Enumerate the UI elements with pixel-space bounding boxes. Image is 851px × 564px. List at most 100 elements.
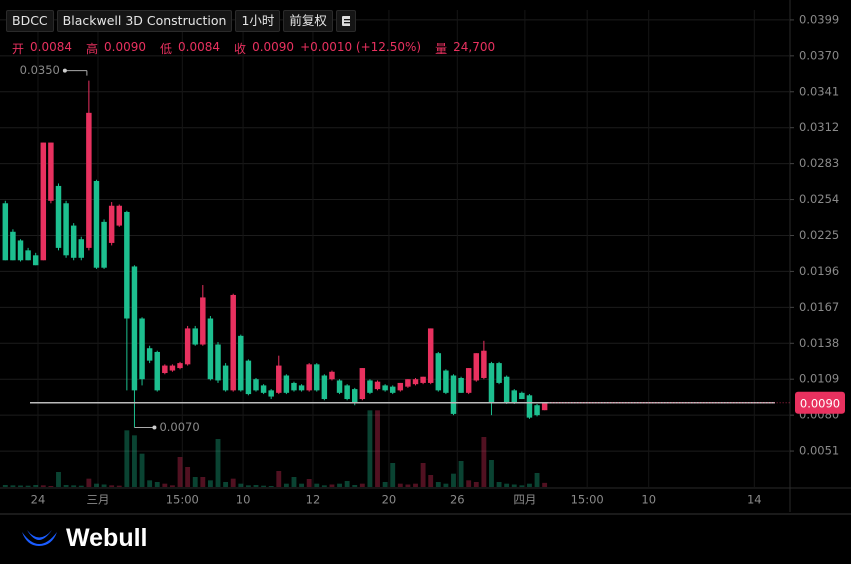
candle-body [443, 370, 449, 393]
menu-icon[interactable] [335, 10, 356, 32]
legend-label: 开 [12, 42, 25, 56]
candle-body [63, 203, 69, 256]
candle-body [276, 365, 282, 393]
volume-bar [200, 477, 206, 487]
volume-bar [147, 480, 153, 487]
legend-label: 高 [86, 42, 99, 56]
x-tick-label: 26 [450, 493, 465, 507]
interval[interactable]: 1小时 [235, 10, 281, 32]
candle-body [192, 328, 198, 345]
candle-body [215, 344, 221, 381]
menu-glyph [341, 16, 350, 26]
volume-bar [40, 485, 46, 487]
candle-body [17, 240, 24, 261]
volume-bar [207, 480, 213, 487]
annotation-dot [152, 425, 157, 430]
volume-bar [390, 463, 396, 487]
volume-bar [10, 485, 16, 487]
y-tick-label: 0.0167 [799, 300, 839, 314]
volume-bar [116, 485, 122, 487]
volume-bar [451, 473, 456, 487]
volume-bar [192, 477, 198, 487]
candle-body [238, 335, 244, 391]
volume-bar [268, 486, 274, 487]
volume-bar [124, 430, 130, 487]
volume-bar [382, 482, 388, 487]
volume-bar [109, 485, 115, 487]
volume-bar [101, 484, 107, 487]
y-tick-label: 0.0138 [799, 336, 839, 350]
legend-change: +0.0010 (+12.50%) [300, 40, 422, 54]
price-tag [795, 391, 845, 414]
candle-body [420, 376, 426, 383]
brand-logo [22, 532, 57, 546]
brand-logo-inner [27, 530, 52, 540]
candle-body [200, 297, 206, 345]
volume-bar [314, 483, 320, 487]
volume-bar [2, 485, 8, 487]
candle-body [291, 382, 297, 391]
volume-bar [306, 479, 312, 487]
x-tick-label: 20 [382, 493, 397, 507]
candle-body [253, 379, 259, 391]
volume-bar [299, 483, 304, 487]
volume-bar [359, 483, 365, 487]
candle-body [503, 376, 510, 403]
volume-bar [139, 453, 145, 487]
volume-bar [420, 463, 426, 487]
legend-value: 0.0090 [104, 40, 147, 54]
x-tick-label: 三月 [86, 493, 109, 507]
candle-body [306, 364, 312, 391]
header: BDCC Blackwell 3D Construction 1小时 前复权 [6, 10, 356, 32]
candle-body [481, 350, 487, 378]
candle-body [70, 225, 77, 258]
candle-body [48, 142, 54, 201]
volume-bar [329, 484, 335, 487]
candle-body [397, 382, 404, 391]
candle-body [25, 250, 31, 261]
volume-bar [352, 485, 358, 487]
volume-bar [466, 480, 472, 487]
volume-bar [291, 477, 297, 487]
volume-bar [18, 485, 23, 487]
x-tick-label: 10 [236, 493, 251, 507]
x-tick-label: 四月 [513, 493, 536, 507]
candle-body [139, 318, 145, 380]
volume-bar [238, 483, 244, 487]
y-tick-label: 0.0399 [799, 12, 839, 26]
volume-bar [25, 485, 31, 487]
candle-body [268, 390, 274, 397]
volume-bar [185, 467, 191, 487]
legend-label: 低 [160, 42, 173, 56]
volume-bar [375, 410, 380, 487]
candle-body [283, 375, 290, 393]
x-tick-label: 24 [31, 493, 46, 507]
candle-body [222, 365, 229, 391]
volume-bar [86, 478, 92, 487]
adjust[interactable]: 前复权 [283, 10, 333, 32]
candle-body [344, 385, 350, 400]
candle-body [458, 377, 464, 393]
candle-body [108, 205, 115, 243]
volume-bar [527, 483, 532, 487]
volume-bar [78, 485, 84, 487]
volume-bar [511, 484, 517, 487]
volume-bar [519, 485, 525, 487]
volume-bar [344, 481, 350, 487]
y-tick-label: 0.0312 [799, 120, 839, 134]
candle-body [10, 231, 16, 261]
y-tick-label: 0.0109 [799, 372, 839, 386]
symbol[interactable]: BDCC [6, 10, 54, 32]
y-tick-label: 0.0283 [799, 156, 839, 170]
candle-body [496, 363, 502, 383]
candle-body [162, 365, 168, 374]
x-tick-label: 15:00 [571, 493, 604, 507]
candle-body [40, 142, 47, 261]
volume-bar [542, 482, 548, 487]
volume-bar [253, 485, 259, 487]
y-tick-label: 0.0196 [799, 264, 839, 278]
volume-bar [154, 482, 160, 487]
x-tick-label: 15:00 [166, 493, 199, 507]
volume-bar [261, 485, 267, 487]
